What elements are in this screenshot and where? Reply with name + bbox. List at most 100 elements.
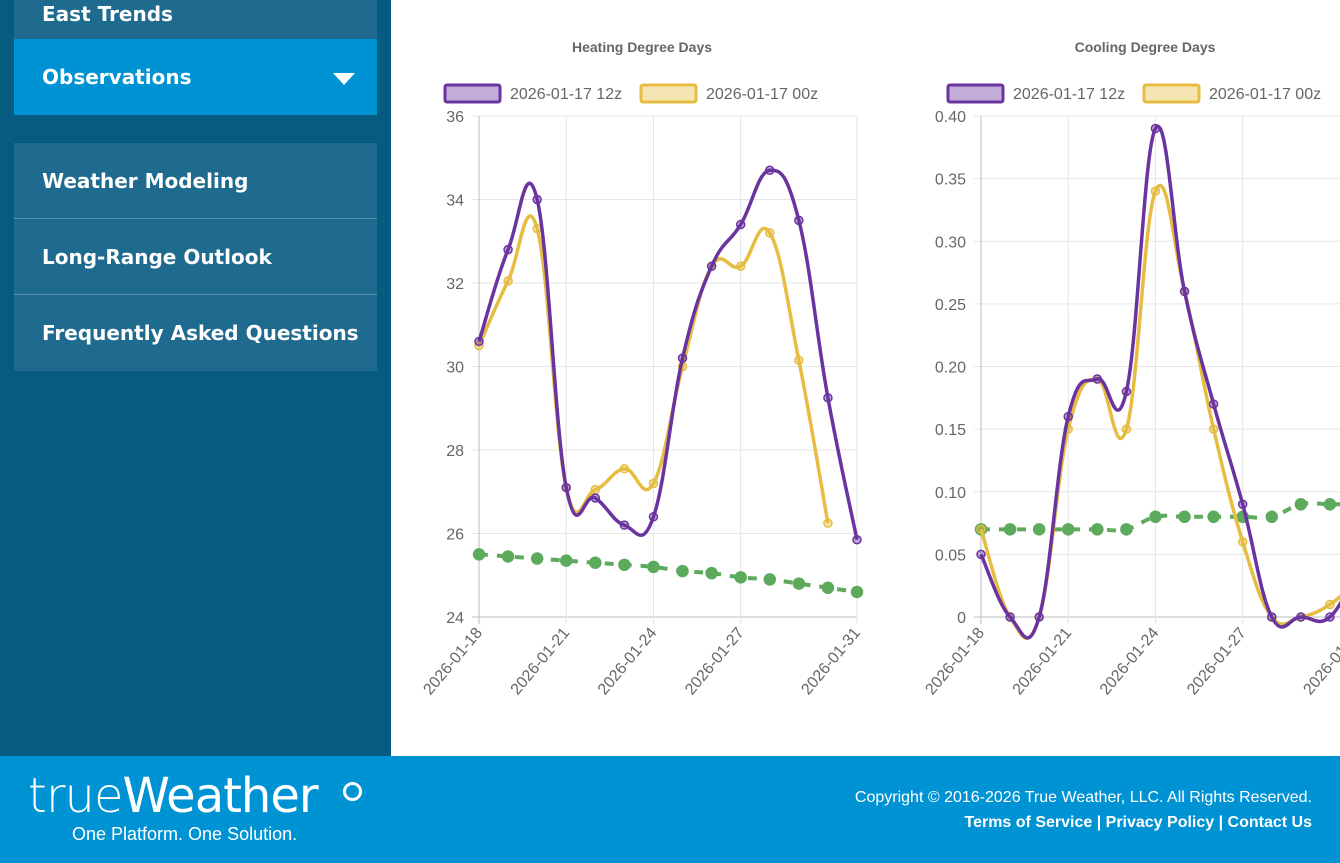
x-tick-label: 2026-01-27 [682, 625, 748, 699]
data-point [794, 355, 804, 365]
y-tick-label: 0 [957, 610, 966, 627]
data-point [677, 353, 688, 363]
data-point [530, 552, 544, 565]
trueweather-logo[interactable]: trueWeather [28, 768, 319, 824]
y-tick-label: 0.35 [935, 172, 966, 189]
legend-label: 2026-01-17 12z [1013, 86, 1125, 103]
data-point [821, 581, 835, 595]
sidebar-item-faq[interactable]: Frequently Asked Questions [14, 294, 377, 371]
logo-degree-mark [343, 782, 362, 801]
y-tick-label: 0.40 [935, 109, 966, 126]
x-tick-label: 2026-01-18 [420, 625, 486, 699]
caret-down-icon[interactable] [333, 73, 355, 85]
data-point [1208, 424, 1219, 434]
data-point [976, 524, 986, 535]
copyright: Copyright © 2016-2026 True Weather, LLC.… [854, 789, 1312, 806]
y-tick-label: 28 [446, 443, 464, 460]
legend-swatch [639, 83, 698, 104]
series-line [979, 183, 1340, 641]
x-tick-label: 2026-01-31 [1300, 625, 1340, 699]
data-point [1265, 510, 1279, 524]
data-point [1003, 523, 1017, 536]
footer-links: Terms of Service | Privacy Policy | Cont… [964, 814, 1312, 832]
data-point [735, 219, 746, 230]
x-tick-label: 2026-01-21 [508, 625, 574, 699]
data-point [1061, 523, 1075, 536]
data-point [734, 571, 747, 584]
data-point [794, 215, 804, 226]
data-point [1267, 612, 1277, 622]
data-point [850, 585, 864, 599]
sidebar-item-observations[interactable]: Observations [14, 39, 377, 115]
sidebar-item-east-trends[interactable]: East Trends [14, 0, 377, 39]
y-tick-label: 32 [446, 276, 464, 293]
data-point [1120, 523, 1133, 536]
data-point [1121, 424, 1132, 434]
y-tick-label: 34 [446, 193, 464, 210]
data-point [765, 228, 775, 238]
y-tick-label: 36 [446, 109, 464, 126]
data-point [590, 493, 601, 503]
data-point [1150, 123, 1161, 134]
data-point [705, 566, 718, 580]
y-tick-label: 0.05 [935, 547, 966, 564]
data-point [735, 261, 746, 272]
data-point [1179, 286, 1190, 297]
series-line [979, 124, 1340, 640]
x-tick-label: 2026-01-18 [922, 625, 988, 699]
data-point [1121, 386, 1132, 397]
data-point [1237, 537, 1248, 547]
tagline: One Platform. One Solution. [72, 824, 298, 844]
data-point [532, 194, 542, 205]
sidebar-item-label: Long-Range Outlook [42, 245, 272, 269]
sidebar-item-weather-modeling[interactable]: Weather Modeling [14, 143, 377, 219]
data-point [1325, 612, 1335, 622]
data-point [648, 478, 659, 489]
y-tick-label: 0.15 [935, 422, 966, 439]
chart-heating: Heating Degree Days 2026-01-17 12z 2026-01… [420, 39, 864, 698]
data-point [706, 261, 717, 272]
data-point [648, 512, 659, 522]
data-point [1063, 411, 1073, 422]
terms-link[interactable]: Terms of Service [964, 814, 1093, 831]
data-point [792, 577, 806, 590]
data-point [501, 550, 515, 563]
y-tick-label: 0.10 [935, 485, 966, 502]
data-point [676, 564, 689, 578]
data-point [1294, 498, 1308, 511]
chart-cooling: Cooling Degree Days 2026-01-17 12z 2026-01… [922, 39, 1340, 698]
data-point [559, 554, 573, 567]
y-tick-label: 0.30 [935, 234, 966, 251]
data-point [589, 556, 602, 569]
data-point [1032, 523, 1046, 536]
sidebar-item-label: Weather Modeling [42, 169, 249, 193]
data-point [503, 244, 513, 255]
sidebar-item-label: Frequently Asked Questions [42, 321, 359, 345]
series-line [477, 214, 830, 524]
data-point [1091, 523, 1104, 536]
privacy-link[interactable]: Privacy Policy [1105, 814, 1215, 831]
x-tick-label: 2026-01-31 [798, 625, 864, 699]
data-point [1149, 510, 1162, 524]
contact-link[interactable]: Contact Us [1227, 814, 1312, 831]
legend-label: 2026-01-17 00z [1209, 86, 1321, 103]
data-point [647, 560, 660, 574]
y-tick-label: 0.20 [935, 360, 966, 377]
data-point [474, 336, 484, 347]
footer: trueWeather One Platform. One Solution. … [0, 756, 1340, 863]
y-tick-label: 0.25 [935, 297, 966, 314]
chart-title: Heating Degree Days [572, 39, 712, 55]
data-point [976, 549, 986, 560]
data-point [763, 573, 777, 586]
data-point [1092, 374, 1103, 384]
data-point [1296, 612, 1306, 622]
data-point [618, 558, 631, 572]
x-tick-label: 2026-01-27 [1184, 625, 1250, 699]
data-point [1323, 498, 1337, 511]
y-tick-label: 24 [446, 610, 464, 627]
series-line [477, 168, 859, 541]
x-tick-label: 2026-01-24 [595, 625, 661, 699]
y-tick-label: 30 [446, 360, 464, 377]
data-point [590, 484, 601, 495]
sidebar-item-long-range-outlook[interactable]: Long-Range Outlook [14, 218, 377, 295]
